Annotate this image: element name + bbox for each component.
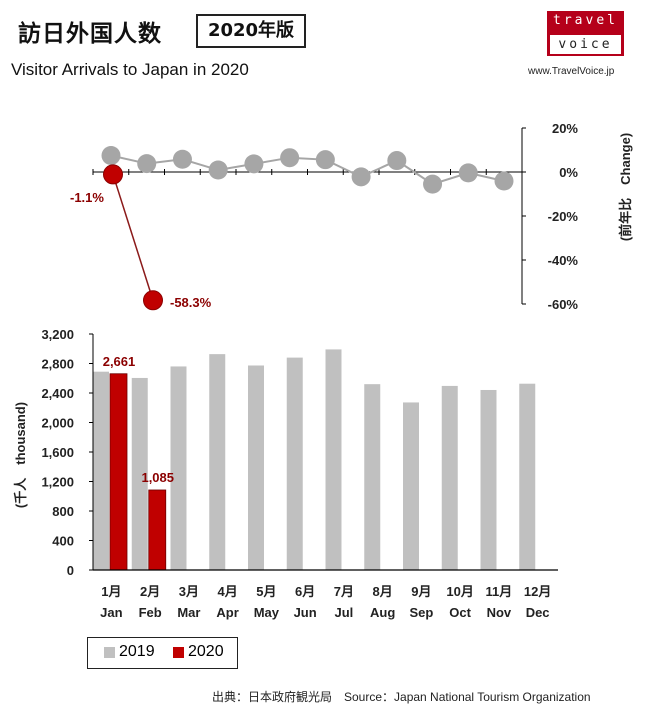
y-tick-label: 0% [559, 165, 578, 180]
x-tick-label-ja: 4月 [218, 584, 238, 599]
y-tick-label: -20% [548, 209, 579, 224]
point-2019-nov [458, 163, 478, 183]
x-tick-label: Mar [177, 605, 200, 620]
subtitle: Visitor Arrivals to Japan in 2020 [11, 60, 249, 79]
logo-text-bottom: voice [550, 35, 621, 54]
bar-2019-jun [286, 357, 303, 570]
line-2020 [112, 174, 154, 301]
data-label-2020-jan: 2,661 [103, 354, 136, 369]
y-tick-label: 2,400 [41, 386, 74, 401]
bar-2019-dec [519, 383, 536, 570]
point-2019-apr [208, 160, 228, 180]
point-2019-jan [101, 146, 121, 165]
x-tick-label: Aug [370, 605, 395, 620]
y-tick-label: 2,000 [41, 416, 74, 431]
x-tick-label: Jan [100, 605, 122, 620]
y-tick-label: 400 [52, 534, 74, 549]
x-tick-label: Jun [294, 605, 317, 620]
point-2019-may [244, 154, 264, 174]
bar-2019-sep [403, 402, 419, 570]
x-tick-label: Feb [139, 605, 162, 620]
y-tick-label: 800 [52, 504, 74, 519]
y-axis-label: (千人 thousand) [13, 402, 28, 508]
bar-2019-mar [170, 366, 187, 570]
y-tick-label: 3,200 [41, 327, 74, 342]
x-tick-label: Sep [409, 605, 433, 620]
edition-badge: 2020年版 [196, 14, 306, 48]
point-2020-feb [143, 290, 163, 311]
site-url: www.TravelVoice.jp [528, 66, 615, 77]
data-label-2020-feb: -58.3% [170, 295, 212, 310]
point-2019-feb [137, 154, 157, 174]
x-tick-label-ja: 9月 [411, 584, 431, 599]
y-tick-label: 2,800 [41, 357, 74, 372]
x-tick-label-ja: 2月 [140, 584, 160, 599]
y-tick-label: -40% [548, 253, 579, 268]
x-tick-label-ja: 3月 [179, 584, 199, 599]
data-label-2020-feb: 1,085 [141, 470, 174, 485]
y-tick-label: 20% [552, 121, 578, 136]
x-tick-label-ja: 8月 [373, 584, 393, 599]
bar-2019-jul [325, 349, 342, 570]
legend-label-2019: 2019 [119, 643, 155, 660]
x-tick-label-ja: 10月 [446, 584, 473, 599]
data-label-2020-jan: -1.1% [70, 190, 104, 205]
bar-2020-jan [109, 373, 128, 571]
point-2020-jan [103, 164, 123, 185]
legend-item-2020: 2020 [173, 643, 224, 661]
bar-2019-nov [480, 389, 497, 570]
y-axis-label: (前年比 Change) [618, 133, 633, 241]
x-tick-label: Nov [487, 605, 512, 620]
x-tick-label-ja: 6月 [295, 584, 315, 599]
x-tick-label-ja: 11月 [486, 584, 513, 599]
point-2019-mar [172, 149, 192, 169]
legend-swatch-2019 [104, 646, 115, 658]
bar-2020-feb [148, 489, 167, 571]
y-tick-label: 1,600 [41, 445, 74, 460]
x-tick-label: Apr [216, 605, 238, 620]
page-title: 訪日外国人数 [18, 21, 162, 47]
x-tick-label-ja: 1月 [101, 584, 121, 599]
bar-2019-oct [441, 385, 458, 570]
bar-2019-apr [209, 354, 226, 570]
point-2019-dec [494, 171, 514, 191]
x-tick-label: Oct [449, 605, 471, 620]
bar-2019-jan [93, 371, 109, 570]
y-tick-label: 1,200 [41, 475, 74, 490]
bar-2019-feb [131, 377, 148, 570]
x-tick-label: May [254, 605, 280, 620]
x-tick-label: Jul [334, 605, 353, 620]
logo-text-top: travel [553, 13, 618, 28]
bar-2019-aug [364, 384, 381, 570]
x-tick-label: Dec [526, 605, 550, 620]
x-tick-label-ja: 7月 [334, 584, 354, 599]
legend-item-2019: 2019 [104, 643, 155, 661]
source-note: 出典：日本政府観光局 Source：Japan National Tourism… [212, 690, 591, 704]
point-2019-jul [315, 150, 335, 170]
y-tick-label: 0 [67, 563, 74, 578]
travelvoice-logo: travel voice [547, 11, 624, 56]
point-2019-oct [423, 174, 443, 194]
bar-2019-may [248, 365, 264, 570]
point-2019-jun [280, 148, 300, 168]
legend: 2019 2020 [87, 637, 238, 669]
point-2019-aug [351, 167, 371, 187]
legend-swatch-2020 [173, 646, 184, 658]
x-tick-label-ja: 5月 [256, 584, 276, 599]
x-tick-label-ja: 12月 [524, 584, 551, 599]
y-tick-label: -60% [548, 297, 579, 312]
point-2019-sep [387, 151, 407, 171]
legend-label-2020: 2020 [188, 643, 224, 660]
